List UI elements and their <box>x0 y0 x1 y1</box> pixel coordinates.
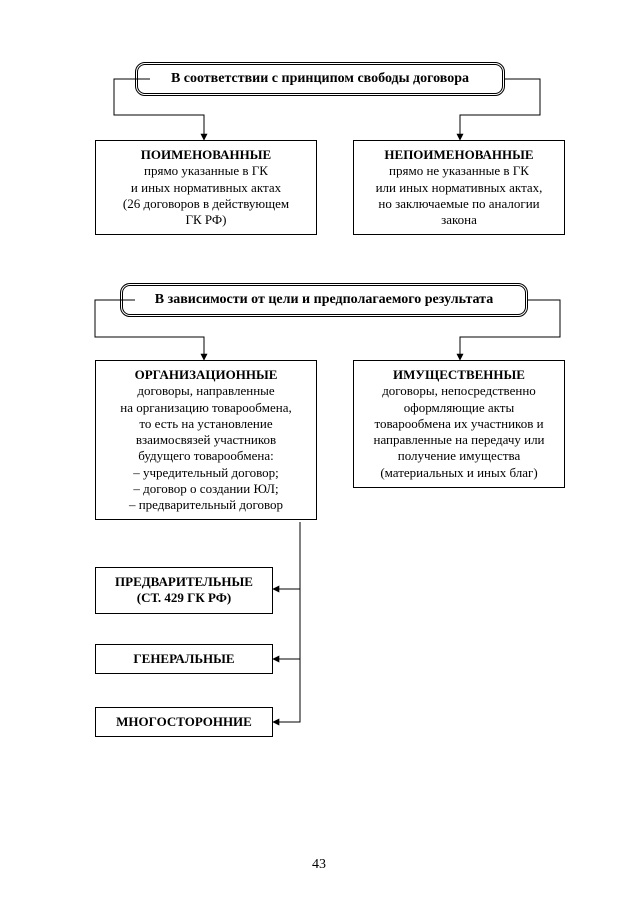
box-preliminary: ПРЕДВАРИТЕЛЬНЫЕ (СТ. 429 ГК РФ) <box>95 567 273 614</box>
box-title: ОРГАНИЗАЦИОННЫЕ <box>104 367 308 383</box>
box-general: ГЕНЕРАЛЬНЫЕ <box>95 644 273 674</box>
box-property: ИМУЩЕСТВЕННЫЕ договоры, непосредственноо… <box>353 360 565 488</box>
box-title: МНОГОСТОРОННИЕ <box>104 714 264 730</box>
box-organizational: ОРГАНИЗАЦИОННЫЕ договоры, направленныена… <box>95 360 317 520</box>
box-body: прямо указанные в ГКи иных нормативных а… <box>104 163 308 228</box>
box-body: прямо не указанные в ГКили иных норматив… <box>362 163 556 228</box>
box-title: ПОИМЕНОВАННЫЕ <box>104 147 308 163</box>
box-title: ГЕНЕРАЛЬНЫЕ <box>104 651 264 667</box>
page-number: 43 <box>0 857 638 873</box>
box-named-contracts: ПОИМЕНОВАННЫЕ прямо указанные в ГКи иных… <box>95 140 317 235</box>
box-unnamed-contracts: НЕПОИМЕНОВАННЫЕ прямо не указанные в ГКи… <box>353 140 565 235</box>
box-multilateral: МНОГОСТОРОННИЕ <box>95 707 273 737</box>
box-body: договоры, направленныена организацию тов… <box>104 383 308 513</box>
header-purpose-result: В зависимости от цели и предполагаемого … <box>120 283 528 317</box>
header-freedom-principle: В соответствии с принципом свободы догов… <box>135 62 505 96</box>
box-title: ИМУЩЕСТВЕННЫЕ <box>362 367 556 383</box>
box-title: НЕПОИМЕНОВАННЫЕ <box>362 147 556 163</box>
box-subtitle: (СТ. 429 ГК РФ) <box>104 590 264 606</box>
box-title: ПРЕДВАРИТЕЛЬНЫЕ <box>104 574 264 590</box>
box-body: договоры, непосредственнооформляющие акт… <box>362 383 556 481</box>
